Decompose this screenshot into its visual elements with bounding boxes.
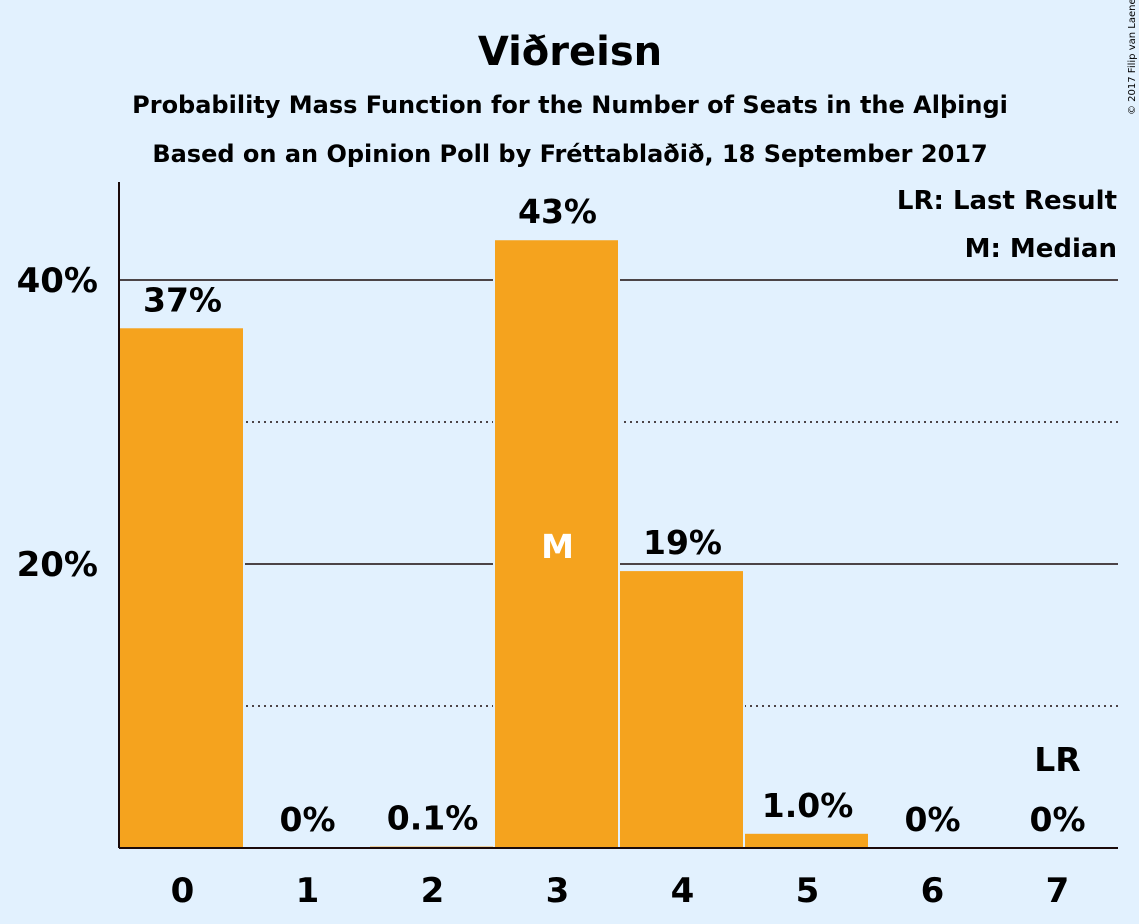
x-tick-label: 7 bbox=[1046, 871, 1070, 911]
x-tick-label: 6 bbox=[921, 871, 945, 911]
x-tick-label: 2 bbox=[421, 871, 445, 911]
chart-subtitle: Probability Mass Function for the Number… bbox=[132, 91, 1008, 119]
chart-subtitle-2: Based on an Opinion Poll by Fréttablaðið… bbox=[152, 140, 987, 168]
data-label: 19% bbox=[643, 523, 722, 562]
data-label: 1.0% bbox=[762, 786, 854, 825]
data-label: 0% bbox=[279, 800, 335, 839]
data-label: 37% bbox=[143, 280, 222, 319]
axes bbox=[118, 182, 1118, 849]
bar bbox=[620, 571, 743, 848]
y-tick-label: 40% bbox=[17, 261, 98, 301]
labels: 20% 40% 37% 0 0% 1 0.1% 2 43% 3 19% 4 1.0% 5 0% 6 0% 7 M LR bbox=[17, 192, 1086, 911]
copyright-notice: © 2017 Filip van Laenen bbox=[1127, 0, 1138, 115]
x-tick-label: 0 bbox=[171, 871, 195, 911]
legend-median: M: Median bbox=[965, 234, 1117, 264]
median-marker: M bbox=[541, 527, 574, 566]
x-tick-label: 1 bbox=[296, 871, 320, 911]
data-label: 43% bbox=[518, 192, 597, 231]
x-tick-label: 3 bbox=[546, 871, 570, 911]
legend-last-result: LR: Last Result bbox=[897, 186, 1117, 216]
bar-halo bbox=[368, 844, 495, 848]
data-label: 0.1% bbox=[387, 799, 479, 838]
chart-title: Viðreisn bbox=[478, 29, 662, 75]
data-label: 0% bbox=[1029, 800, 1085, 839]
bar bbox=[120, 328, 243, 848]
bar bbox=[495, 240, 618, 849]
bars bbox=[118, 238, 870, 849]
x-tick-label: 5 bbox=[796, 871, 820, 911]
bar bbox=[745, 833, 868, 848]
data-label: 0% bbox=[904, 800, 960, 839]
x-tick-label: 4 bbox=[671, 871, 695, 911]
y-tick-label: 20% bbox=[17, 545, 98, 585]
last-result-marker: LR bbox=[1034, 740, 1080, 779]
